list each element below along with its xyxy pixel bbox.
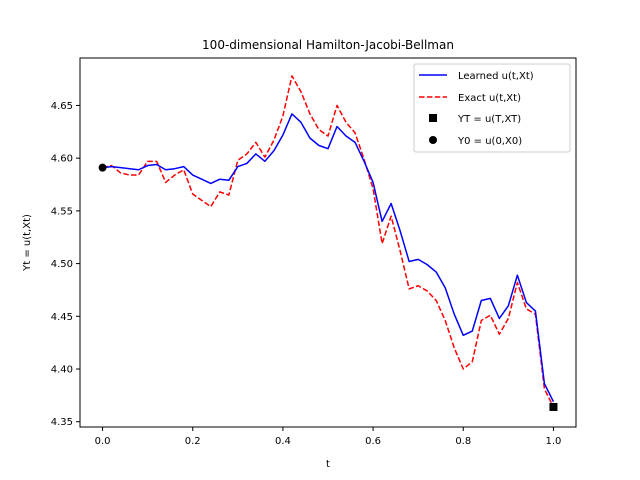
y-tick-label: 4.55 [51, 206, 73, 217]
legend-label-learned: Learned u(t,Xt) [458, 71, 534, 82]
series-learned-line [102, 113, 555, 403]
series-exact-line [102, 75, 555, 408]
y-tick-label: 4.35 [51, 417, 73, 428]
y-axis: 4.35 4.40 4.45 4.50 4.55 4.60 4.65 [51, 101, 80, 428]
x-tick-label: 0.8 [455, 436, 471, 447]
x-tick-label: 0.2 [185, 436, 201, 447]
x-tick-label: 0.6 [365, 436, 381, 447]
plot-area [98, 75, 558, 411]
marker-yt-square [549, 402, 558, 411]
legend-label-y0: Y0 = u(0,X0) [457, 136, 522, 147]
axes-frame [79, 57, 577, 428]
y-tick-label: 4.65 [51, 101, 73, 112]
legend-marker-yt-square [429, 114, 437, 122]
legend: Learned u(t,Xt) Exact u(t,Xt) YT = u(T,X… [413, 63, 571, 153]
x-tick-label: 0.4 [275, 436, 291, 447]
x-tick-label: 1.0 [546, 436, 562, 447]
marker-y0-circle [98, 163, 107, 172]
legend-box [413, 63, 571, 153]
legend-marker-y0-circle [429, 136, 437, 144]
y-tick-label: 4.45 [51, 312, 73, 323]
x-axis-label: t [326, 459, 330, 470]
chart-title: 100-dimensional Hamilton-Jacobi-Bellman [202, 38, 454, 52]
y-axis-label: Yt = u(t,Xt) [22, 214, 33, 272]
y-tick-label: 4.50 [51, 259, 73, 270]
legend-label-exact: Exact u(t,Xt) [458, 93, 521, 104]
y-tick-label: 4.60 [51, 154, 73, 165]
legend-label-yt: YT = u(T,XT) [457, 114, 521, 125]
x-tick-label: 0.0 [95, 436, 111, 447]
y-tick-label: 4.40 [51, 365, 73, 376]
x-axis: 0.0 0.2 0.4 0.6 0.8 1.0 [95, 427, 562, 447]
